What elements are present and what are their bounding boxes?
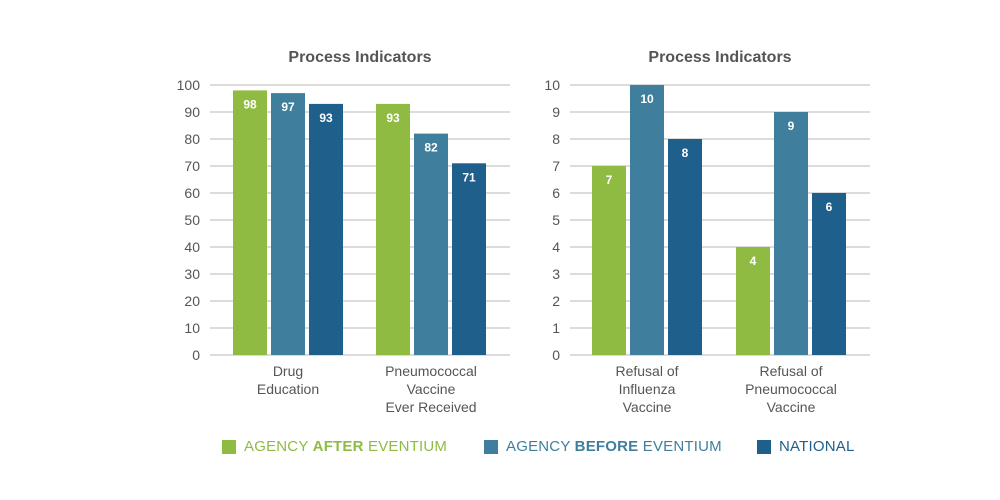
x-category-label: Vaccine — [767, 399, 816, 415]
bar — [736, 247, 770, 355]
y-tick-label: 20 — [184, 293, 200, 309]
data-label: 8 — [682, 146, 689, 160]
y-tick-label: 90 — [184, 104, 200, 120]
data-label: 10 — [640, 92, 654, 106]
bar — [774, 112, 808, 355]
x-category-label: Pneumococcal — [385, 363, 477, 379]
y-tick-label: 10 — [544, 77, 560, 93]
x-category-label: Vaccine — [623, 399, 672, 415]
y-tick-label: 0 — [192, 347, 200, 363]
bar — [309, 103, 343, 356]
data-label: 82 — [424, 141, 438, 155]
x-category-label: Ever Received — [385, 399, 476, 415]
bar — [414, 133, 448, 355]
x-category-label: Refusal of — [615, 363, 678, 379]
bar — [376, 103, 410, 356]
bar — [452, 163, 486, 355]
legend-swatch-before — [484, 439, 498, 454]
y-tick-label: 8 — [552, 131, 560, 147]
legend-swatch-national — [757, 439, 771, 454]
legend-item-national: NATIONAL — [757, 438, 855, 455]
chart-2: Process Indicators 0 1 2 3 4 5 6 7 8 9 10 7 10 8 Refusa… — [544, 49, 870, 415]
x-category-label: Vaccine — [407, 381, 456, 397]
y-tick-label: 10 — [184, 320, 200, 336]
data-label: 9 — [788, 119, 795, 133]
y-tick-label: 2 — [552, 293, 560, 309]
data-label: 97 — [281, 100, 295, 114]
x-category-label: Pneumococcal — [745, 381, 837, 397]
y-tick-label: 3 — [552, 266, 560, 282]
y-tick-label: 40 — [184, 239, 200, 255]
legend-label-national: NATIONAL — [779, 438, 855, 455]
x-category-label: Education — [257, 381, 319, 397]
legend-label-after: AGENCY AFTER EVENTIUM — [244, 438, 448, 455]
y-tick-label: 70 — [184, 158, 200, 174]
chart-title: Process Indicators — [288, 49, 431, 66]
legend-swatch-after — [222, 439, 236, 454]
data-label: 93 — [319, 111, 333, 125]
y-tick-label: 1 — [552, 320, 560, 336]
bar — [812, 193, 846, 355]
x-category-label: Drug — [273, 363, 303, 379]
y-tick-label: 7 — [552, 158, 560, 174]
y-tick-label: 30 — [184, 266, 200, 282]
y-tick-label: 100 — [177, 77, 201, 93]
legend-item-agency-before: AGENCY BEFORE EVENTIUM — [484, 438, 722, 455]
data-label: 98 — [243, 97, 257, 111]
bar — [592, 166, 626, 355]
bar — [668, 139, 702, 355]
y-tick-label: 4 — [552, 239, 560, 255]
bar — [630, 85, 664, 355]
y-tick-label: 0 — [552, 347, 560, 363]
x-category-label: Influenza — [619, 381, 676, 397]
data-label: 4 — [750, 254, 757, 268]
legend: AGENCY AFTER EVENTIUM AGENCY BEFORE EVEN… — [0, 438, 1000, 462]
bar — [271, 93, 305, 355]
data-label: 93 — [386, 111, 400, 125]
x-category-label: Refusal of — [759, 363, 822, 379]
data-label: 6 — [826, 200, 833, 214]
bar — [233, 90, 267, 356]
y-tick-label: 80 — [184, 131, 200, 147]
y-tick-label: 9 — [552, 104, 560, 120]
y-tick-label: 5 — [552, 212, 560, 228]
data-label: 7 — [606, 173, 613, 187]
y-tick-label: 60 — [184, 185, 200, 201]
legend-item-agency-after: AGENCY AFTER EVENTIUM — [222, 438, 447, 455]
data-label: 71 — [462, 170, 476, 184]
chart-title: Process Indicators — [648, 49, 791, 66]
chart-1: Process Indicators 0 10 20 30 40 50 60 70 80 90 100… — [177, 49, 510, 415]
y-tick-label: 6 — [552, 185, 560, 201]
y-tick-label: 50 — [184, 212, 200, 228]
legend-label-before: AGENCY BEFORE EVENTIUM — [506, 438, 722, 455]
